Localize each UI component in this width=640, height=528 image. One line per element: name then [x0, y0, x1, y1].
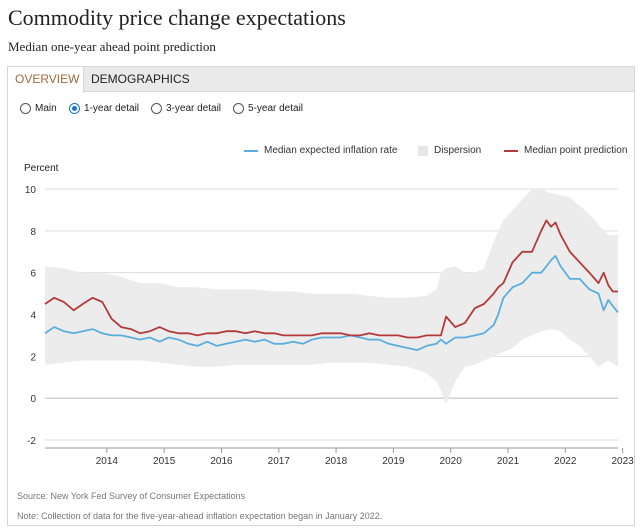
x-tick-label: 2021 — [497, 456, 520, 467]
radio-3-year-label: 3-year detail — [166, 103, 222, 114]
y-tick-label: -2 — [27, 436, 36, 447]
x-tick-label: 2015 — [153, 456, 176, 467]
x-tick-label: 2020 — [440, 456, 463, 467]
x-tick-label: 2017 — [268, 456, 291, 467]
tab-demographics[interactable]: DEMOGRAPHICS — [91, 72, 190, 86]
legend-label-expected: Median expected inflation rate — [264, 145, 398, 156]
page-subtitle: Median one-year ahead point prediction — [8, 39, 216, 54]
legend-swatch-expected — [244, 149, 258, 152]
radio-1-year-label: 1-year detail — [84, 103, 140, 114]
y-tick-label: 8 — [30, 227, 36, 238]
radio-main-circle[interactable] — [20, 103, 31, 114]
legend-item-dispersion[interactable]: Dispersion — [418, 145, 481, 156]
x-tick-label: 2023 — [611, 456, 634, 467]
y-tick-label: 6 — [30, 269, 36, 280]
series-line-expected-inflation — [44, 254, 619, 352]
radio-5-year-label: 5-year detail — [248, 103, 304, 114]
y-tick-label: 0 — [30, 394, 36, 405]
x-tick-label: 2019 — [382, 456, 405, 467]
radio-5-year-detail[interactable]: 5-year detail — [233, 103, 303, 114]
x-tick-label: 2022 — [554, 456, 577, 467]
legend-item-expected[interactable]: Median expected inflation rate — [244, 145, 397, 156]
legend-label-point: Median point prediction — [524, 145, 628, 156]
page-title: Commodity price change expectations — [8, 5, 346, 30]
y-tick-label: 2 — [30, 352, 36, 363]
y-tick-label: 10 — [25, 185, 37, 196]
radio-main-label: Main — [35, 103, 57, 114]
x-tick-label: 2016 — [210, 456, 233, 467]
legend-swatch-point — [504, 149, 518, 152]
radio-3-year-detail[interactable]: 3-year detail — [151, 103, 221, 114]
tab-bar: OVERVIEW DEMOGRAPHICS — [8, 67, 634, 93]
x-tick-label: 2018 — [325, 456, 348, 467]
series-line-point-prediction — [44, 219, 618, 339]
radio-main[interactable]: Main — [20, 103, 57, 114]
chart-svg: 10 8 6 4 2 0 -2 Percent 2014 2015 2016 2017 2018 2019… — [24, 163, 634, 467]
chart-panel: OVERVIEW DEMOGRAPHICS Main 1-year detail… — [7, 66, 635, 526]
radio-1-year-circle[interactable] — [69, 103, 80, 114]
tab-overview[interactable]: OVERVIEW — [8, 67, 84, 93]
source-note: Source: New York Fed Survey of Consumer … — [17, 491, 246, 501]
x-tick-label: 2014 — [96, 456, 119, 467]
dispersion-band — [45, 189, 618, 405]
legend-item-point[interactable]: Median point prediction — [504, 145, 627, 156]
legend-label-dispersion: Dispersion — [434, 145, 482, 156]
radio-1-year-detail[interactable]: 1-year detail — [69, 103, 139, 114]
y-tick-label: 4 — [30, 311, 36, 322]
legend-swatch-dispersion — [418, 145, 428, 156]
y-axis-label: Percent — [24, 163, 59, 174]
radio-3-year-circle[interactable] — [151, 103, 162, 114]
radio-5-year-circle[interactable] — [233, 103, 244, 114]
footnote: Note: Collection of data for the five-ye… — [17, 511, 383, 521]
